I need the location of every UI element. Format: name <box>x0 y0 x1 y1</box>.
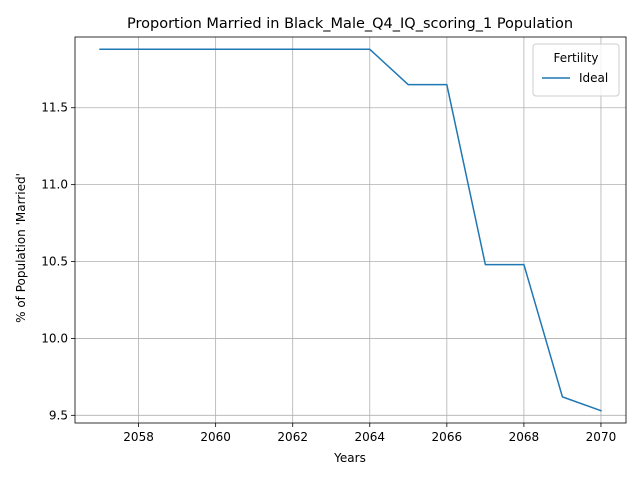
series-line-ideal <box>99 48 602 412</box>
x-tick-label: 2058 <box>123 430 154 444</box>
x-axis-title: Years <box>333 451 366 465</box>
gridlines <box>75 37 626 423</box>
y-tick-label: 10.5 <box>41 255 68 269</box>
x-tick-label: 2068 <box>509 430 540 444</box>
chart-title: Proportion Married in Black_Male_Q4_IQ_s… <box>127 16 573 32</box>
legend: Fertility Ideal <box>532 43 620 97</box>
y-axis-title: % of Population 'Married' <box>14 173 28 323</box>
axis-ticks: 2058 2060 2062 2064 2066 2068 2070 9.5 10.0 10.5 1… <box>41 101 616 444</box>
y-tick-label: 9.5 <box>49 408 68 422</box>
x-tick-label: 2066 <box>432 430 463 444</box>
y-tick-label: 11.0 <box>41 178 68 192</box>
legend-box <box>532 43 620 97</box>
legend-label-ideal: Ideal <box>579 71 608 85</box>
legend-title: Fertility <box>553 51 598 65</box>
x-tick-label: 2062 <box>277 430 308 444</box>
plot-area-frame <box>74 36 627 424</box>
x-tick-label: 2070 <box>586 430 617 444</box>
series-lines <box>99 48 602 412</box>
y-tick-label: 10.0 <box>41 331 68 345</box>
y-tick-label: 11.5 <box>41 101 68 115</box>
x-tick-label: 2064 <box>354 430 385 444</box>
x-tick-label: 2060 <box>200 430 231 444</box>
